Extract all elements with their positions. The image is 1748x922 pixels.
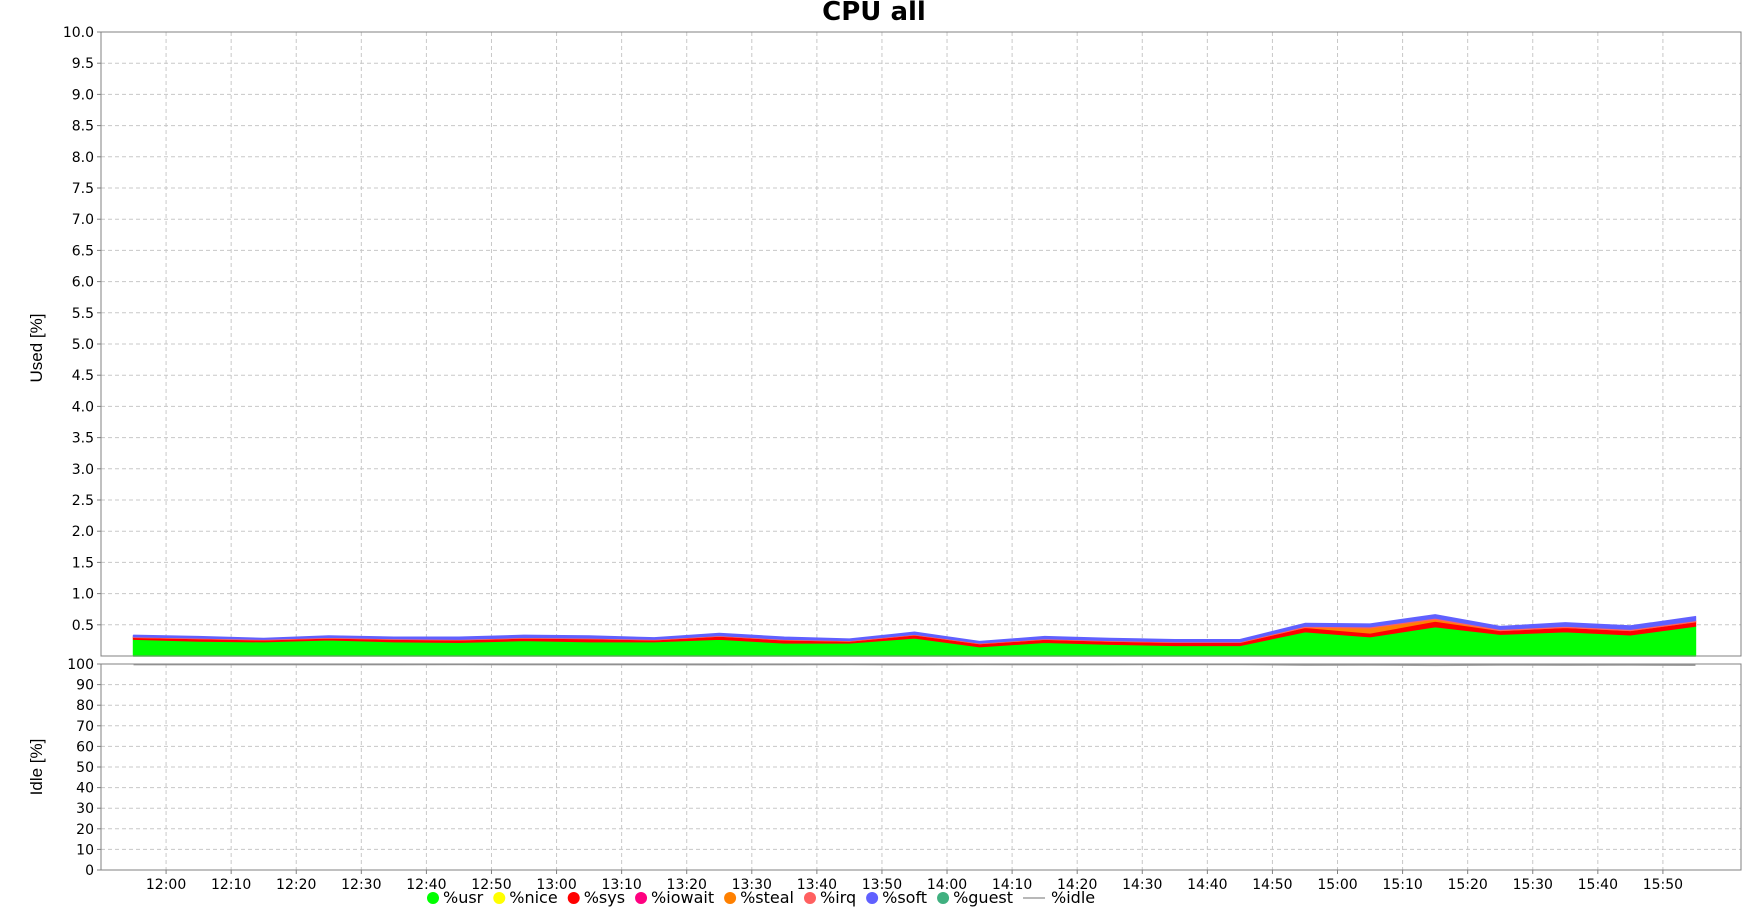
x-tick-label: 13:10 xyxy=(601,877,641,893)
bottom-y-tick-label: 10 xyxy=(76,842,94,858)
top-y-tick-label: 4.5 xyxy=(72,368,94,384)
bottom-y-tick-label: 70 xyxy=(76,719,94,735)
bottom-y-tick-label: 80 xyxy=(76,698,94,714)
x-tick-label: 15:20 xyxy=(1447,877,1487,893)
x-tick-label: 15:00 xyxy=(1317,877,1357,893)
legend-item-sys: %sys xyxy=(567,888,625,907)
legend-label: %irq xyxy=(820,888,856,907)
legend-label: %soft xyxy=(882,888,927,907)
x-tick-label: 14:40 xyxy=(1187,877,1227,893)
x-tick-label: 15:50 xyxy=(1643,877,1683,893)
bottom-y-tick-label: 50 xyxy=(76,760,94,776)
bottom-plot-lines xyxy=(133,663,1696,667)
top-y-tick-label: 9.0 xyxy=(72,87,94,103)
x-tick-label: 15:40 xyxy=(1578,877,1618,893)
bottom-y-tick-label: 40 xyxy=(76,781,94,797)
legend-dot-marker xyxy=(493,892,506,904)
legend-dot-marker xyxy=(567,892,580,904)
top-y-tick-label: 10.0 xyxy=(63,25,94,41)
x-tick-label: 13:40 xyxy=(797,877,837,893)
x-tick-label: 15:30 xyxy=(1513,877,1553,893)
x-tick-label: 13:30 xyxy=(732,877,772,893)
series-line-idle xyxy=(133,663,1696,667)
top-y-tick-labels: 0.5 1.0 1.5 2.0 2.5 3.0 3.5 4.0 4.5 5.0 5.5 6.0 6.5 7… xyxy=(63,25,101,634)
top-y-tick-label: 0.5 xyxy=(72,618,94,634)
legend-item-steal: %steal xyxy=(724,888,794,907)
top-y-tick-label: 2.0 xyxy=(72,524,94,540)
legend-dot-marker xyxy=(635,892,648,904)
x-tick-label: 14:30 xyxy=(1122,877,1162,893)
top-y-tick-label: 8.5 xyxy=(72,119,94,135)
x-tick-label: 14:00 xyxy=(927,877,967,893)
bottom-y-tick-label: 100 xyxy=(67,657,94,673)
top-y-tick-label: 1.5 xyxy=(72,555,94,571)
legend-dot-marker xyxy=(724,892,737,904)
x-tick-label: 15:10 xyxy=(1382,877,1422,893)
legend-item-soft: %soft xyxy=(866,888,927,907)
bottom-y-tick-label: 20 xyxy=(76,822,94,838)
bottom-y-tick-label: 60 xyxy=(76,739,94,755)
legend-dot-marker xyxy=(937,892,950,904)
top-y-axis-label: Used [%] xyxy=(27,314,46,383)
x-tick-label: 13:00 xyxy=(536,877,576,893)
x-tick-labels: 12:00 12:10 12:20 12:30 12:40 12:50 13:00 13:10… xyxy=(146,870,1683,893)
x-tick-label: 14:10 xyxy=(992,877,1032,893)
top-y-tick-label: 5.0 xyxy=(72,337,94,353)
bottom-y-tick-label: 0 xyxy=(85,863,94,879)
legend-item-idle: %idle xyxy=(1023,888,1095,907)
top-y-tick-label: 7.5 xyxy=(72,181,94,197)
x-tick-label: 13:20 xyxy=(667,877,707,893)
top-y-tick-label: 2.5 xyxy=(72,493,94,509)
bottom-plot-grid xyxy=(101,663,1741,871)
legend-label: %nice xyxy=(509,888,557,907)
legend-item-guest: %guest xyxy=(937,888,1013,907)
top-y-tick-label: 8.0 xyxy=(72,150,94,166)
chart-title: CPU all xyxy=(822,0,926,27)
x-tick-label: 12:00 xyxy=(146,877,186,893)
bottom-y-tick-labels: 0 10 20 30 40 50 60 70 80 90 100 xyxy=(67,657,101,879)
top-y-tick-label: 3.0 xyxy=(72,462,94,478)
legend-label: %iowait xyxy=(651,888,714,907)
top-y-tick-label: 6.5 xyxy=(72,243,94,259)
bottom-y-tick-label: 30 xyxy=(76,801,94,817)
bottom-y-axis-label: Idle [%] xyxy=(27,739,46,796)
top-y-tick-label: 4.0 xyxy=(72,399,94,415)
top-y-tick-label: 9.5 xyxy=(72,56,94,72)
legend-dot-marker xyxy=(866,892,879,904)
top-y-tick-label: 3.5 xyxy=(72,431,94,447)
x-tick-label: 12:20 xyxy=(276,877,316,893)
x-tick-label: 14:50 xyxy=(1252,877,1292,893)
x-tick-label: 13:50 xyxy=(862,877,902,893)
bottom-y-tick-label: 90 xyxy=(76,678,94,694)
top-y-tick-label: 6.0 xyxy=(72,275,94,291)
legend-label: %guest xyxy=(953,888,1013,907)
legend-label: %steal xyxy=(740,888,794,907)
x-tick-label: 12:50 xyxy=(471,877,511,893)
x-tick-label: 14:20 xyxy=(1057,877,1097,893)
legend-item-irq: %irq xyxy=(804,888,856,907)
top-plot-areas xyxy=(132,614,1697,657)
legend-item-iowait: %iowait xyxy=(635,888,714,907)
legend-item-nice: %nice xyxy=(493,888,558,907)
legend-label: %sys xyxy=(584,888,625,907)
series-area-soft xyxy=(132,614,1697,644)
top-y-tick-label: 1.0 xyxy=(72,587,94,603)
top-y-tick-label: 7.0 xyxy=(72,212,94,228)
chart-legend: %usr %nice %sys %iowait %steal %irq %soft %gues… xyxy=(427,888,1095,907)
legend-label: %idle xyxy=(1051,888,1095,907)
legend-item-usr: %usr xyxy=(427,888,484,907)
top-y-tick-label: 5.5 xyxy=(72,306,94,322)
legend-dot-marker xyxy=(804,892,816,904)
legend-label: %usr xyxy=(443,888,484,907)
x-tick-label: 12:10 xyxy=(211,877,251,893)
x-tick-label: 12:40 xyxy=(406,877,446,893)
legend-dot-marker xyxy=(427,892,439,904)
x-tick-label: 12:30 xyxy=(341,877,381,893)
top-plot-grid xyxy=(101,31,1741,656)
